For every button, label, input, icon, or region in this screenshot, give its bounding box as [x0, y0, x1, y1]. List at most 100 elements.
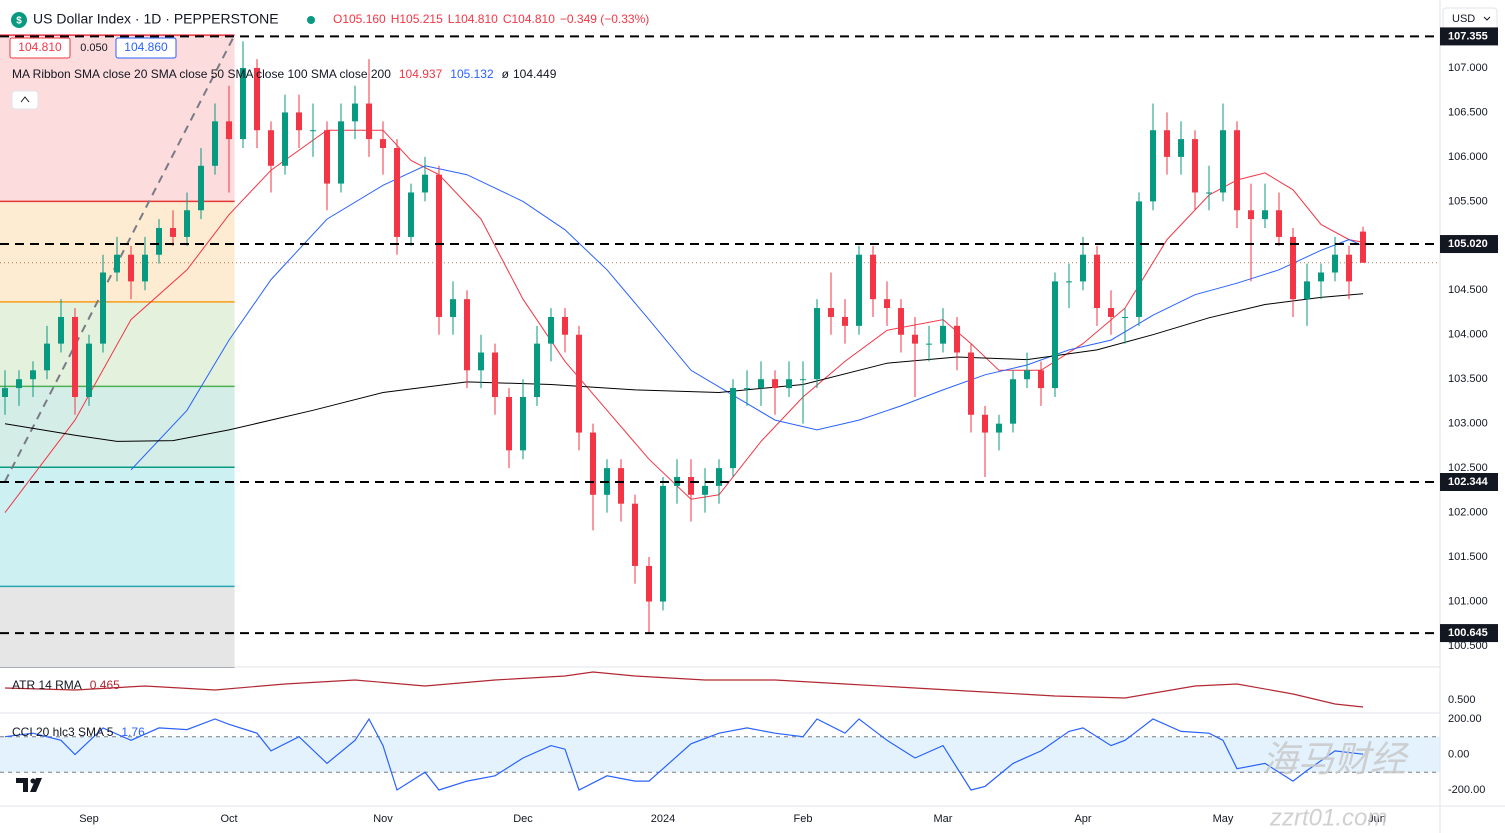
candle-body [436, 174, 442, 317]
candle-body [982, 414, 988, 433]
low: L104.810 [448, 12, 498, 26]
y-tick-label: 200.00 [1448, 713, 1482, 725]
fib-zone [0, 35, 235, 202]
candle-body [1206, 192, 1212, 194]
market-status [307, 16, 315, 24]
level-label: 102.344 [1448, 476, 1489, 488]
change: −0.349 (−0.33%) [560, 12, 649, 26]
candle-body [1080, 254, 1086, 282]
cci-band [0, 736, 1440, 773]
candle-body [1332, 254, 1338, 273]
candle-body [380, 139, 386, 149]
spread: 0.050 [80, 42, 108, 54]
candle-body [800, 379, 806, 381]
candle-body [30, 370, 36, 380]
level-label: 100.645 [1448, 627, 1488, 639]
high: H105.215 [391, 12, 443, 26]
candle-body [506, 396, 512, 451]
candle-body [618, 468, 624, 504]
candle-body [464, 299, 470, 371]
candle-body [1010, 379, 1016, 424]
candle-body [1360, 231, 1366, 263]
y-tick-label: -200.00 [1448, 784, 1485, 796]
candle-body [926, 343, 932, 345]
candle-body [58, 316, 64, 344]
watermark: 海马财经 [1262, 739, 1409, 780]
symbol-icon [11, 12, 27, 28]
candle-body [1052, 281, 1058, 389]
candle-body [1178, 139, 1184, 157]
x-tick-label: Jun [1368, 813, 1386, 825]
y-tick-label: 106.000 [1448, 151, 1488, 163]
y-tick-label: 107.000 [1448, 62, 1488, 74]
candle-body [352, 103, 358, 122]
candle-body [870, 254, 876, 300]
ohlc-values: O105.160 H105.215 L104.810 C104.810 −0.349 (… [333, 12, 649, 26]
candle-body [226, 121, 232, 140]
candle-body [688, 477, 694, 495]
candle-body [114, 254, 120, 273]
candle-body [296, 112, 302, 131]
fib-zone [0, 386, 235, 468]
ask-price: 104.860 [124, 40, 168, 54]
ma-value: ø [502, 67, 510, 81]
candle-body [282, 112, 288, 166]
candle-body [1066, 281, 1072, 283]
candle-body [478, 352, 484, 371]
candle-body [1290, 236, 1296, 300]
candle-body [1024, 370, 1030, 380]
level-label: 107.355 [1448, 30, 1488, 42]
sell-button[interactable] [9, 37, 71, 59]
candle-body [1192, 139, 1198, 193]
candle-body [324, 130, 330, 184]
candle-body [1164, 130, 1170, 157]
x-tick-label: May [1213, 813, 1234, 825]
moving-average [4, 293, 1364, 442]
ma-value: 104.449 [513, 67, 557, 81]
indicator-line [4, 671, 1364, 708]
candle-body [1346, 254, 1352, 282]
plot-layer: 100.500 101.000 101.500 102.000 102.500 103.0… [0, 34, 1488, 825]
dropdown-icon [1483, 16, 1491, 21]
candle-body [534, 343, 540, 397]
candle-body [646, 565, 652, 602]
candle-body [772, 379, 778, 389]
candle-body [170, 228, 176, 237]
candle-body [744, 388, 750, 390]
x-tick-label: Apr [1074, 813, 1091, 825]
fib-zone [0, 586, 235, 668]
level-label: 105.020 [1448, 238, 1488, 250]
level-label-box [1440, 624, 1498, 643]
symbol-title[interactable]: US Dollar Index · 1D · PEPPERSTONE [33, 11, 279, 27]
candle-body [156, 228, 162, 255]
y-tick-label: 103.500 [1448, 373, 1488, 385]
candle-body [814, 308, 820, 380]
indicator-line [4, 717, 1364, 791]
candle-body [86, 343, 92, 397]
candle-body [1220, 130, 1226, 193]
candle-body [492, 352, 498, 397]
y-tick-label: 104.000 [1448, 329, 1488, 341]
collapse-button[interactable] [11, 90, 39, 110]
candle-body [422, 174, 428, 193]
ma-legend[interactable]: MA Ribbon SMA close 20 SMA close 50 SMA … [12, 67, 557, 81]
candle-body [184, 210, 190, 237]
x-tick-label: Dec [513, 813, 533, 825]
y-tick-label: 102.000 [1448, 506, 1488, 518]
x-tick-label: Mar [934, 813, 953, 825]
candle-body [2, 388, 8, 397]
y-tick-label: 101.500 [1448, 551, 1488, 563]
candle-body [786, 379, 792, 389]
symbol-icon-glyph: $ [16, 16, 22, 27]
x-tick-label: Oct [220, 813, 237, 825]
candle-body [1038, 370, 1044, 389]
candle-body [912, 334, 918, 344]
buy-button[interactable] [115, 37, 177, 59]
y-tick-label: 102.500 [1448, 462, 1488, 474]
candle-body [954, 325, 960, 353]
x-tick-label: 2024 [651, 813, 675, 825]
currency: USD [1452, 13, 1475, 25]
candle-body [198, 165, 204, 211]
candle-body [828, 308, 834, 317]
